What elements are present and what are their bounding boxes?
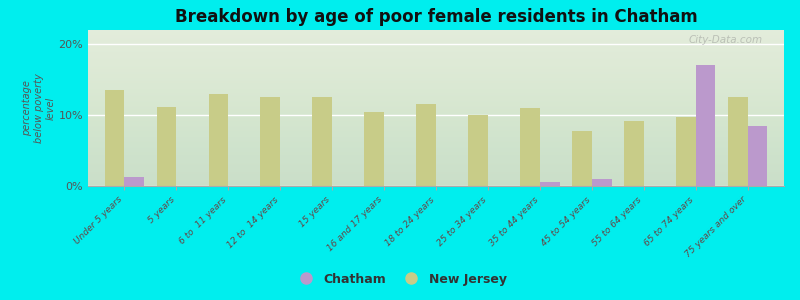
Bar xyxy=(124,178,144,186)
Bar xyxy=(209,94,228,186)
Bar xyxy=(748,126,767,186)
Bar xyxy=(520,108,540,186)
Bar xyxy=(312,98,332,186)
Bar xyxy=(157,106,176,186)
Bar xyxy=(624,121,644,186)
Bar xyxy=(592,179,611,186)
Bar xyxy=(676,116,696,186)
Bar xyxy=(261,98,280,186)
Bar xyxy=(416,104,436,186)
Bar xyxy=(468,115,488,186)
Bar xyxy=(728,98,748,186)
Legend: Chatham, New Jersey: Chatham, New Jersey xyxy=(288,268,512,291)
Bar xyxy=(364,112,384,186)
Bar xyxy=(696,65,715,186)
Y-axis label: percentage
below poverty
level: percentage below poverty level xyxy=(22,73,56,143)
Bar xyxy=(572,131,592,186)
Bar xyxy=(105,90,124,186)
Text: City-Data.com: City-Data.com xyxy=(689,35,763,45)
Bar xyxy=(540,182,560,186)
Title: Breakdown by age of poor female residents in Chatham: Breakdown by age of poor female resident… xyxy=(174,8,698,26)
